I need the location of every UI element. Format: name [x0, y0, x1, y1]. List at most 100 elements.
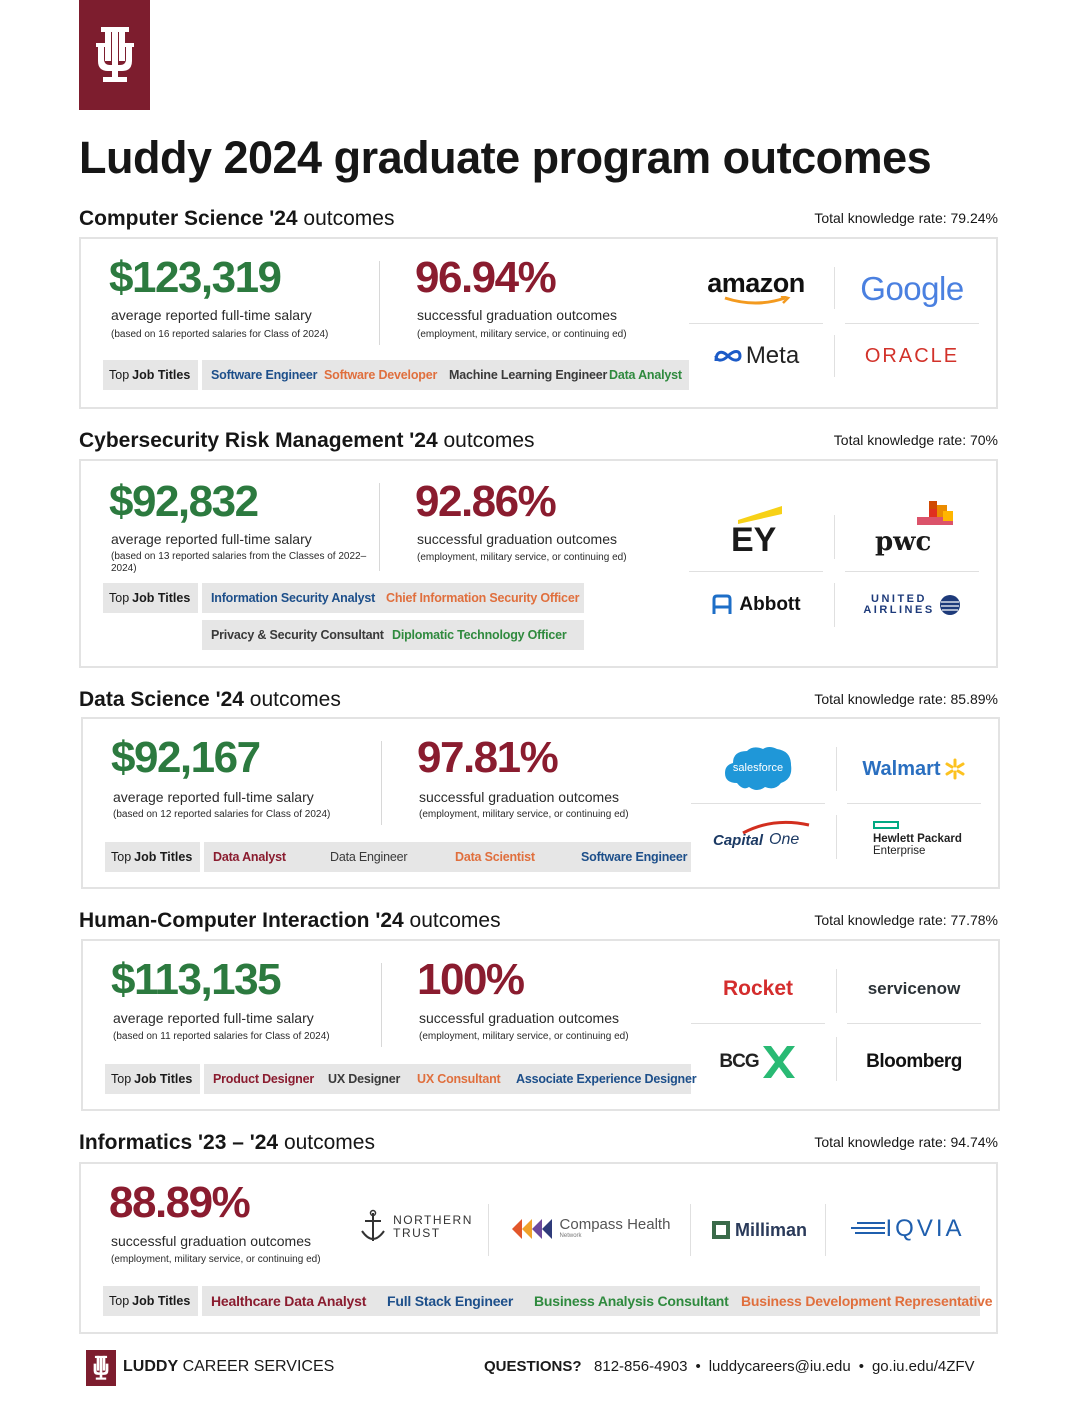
bcg-logo: BCG — [693, 1039, 823, 1085]
cs-job-titles: Software Engineer Software Developer Mac… — [202, 360, 689, 390]
job-title: Associate Experience Designer — [516, 1072, 697, 1086]
united-airlines-logo: UNITED AIRLINES — [845, 583, 979, 627]
inf-section-title: Informatics '23 – '24 outcomes — [79, 1131, 375, 1154]
cs-job-titles-label: Top Job Titles — [103, 360, 198, 390]
trident-icon — [95, 27, 134, 82]
footer-contact: QUESTIONS? 812-856-4903 • luddycareers@iu.… — [484, 1358, 975, 1375]
hci-rate-note: (employment, military service, or contin… — [419, 1031, 629, 1042]
cs-section-header: Computer Science '24 outcomes Total know… — [79, 207, 998, 231]
hci-logo-divider — [691, 1023, 825, 1024]
job-title: Information Security Analyst — [211, 591, 376, 605]
footer-url[interactable]: go.iu.edu/4ZFV — [871, 1358, 975, 1375]
ds-job-titles-label: Top Job Titles — [105, 842, 200, 872]
job-title: Chief Information Security Officer — [386, 591, 580, 605]
hci-rate-label: successful graduation outcomes — [419, 1010, 619, 1026]
hci-job-titles-label: Top Job Titles — [105, 1064, 200, 1094]
ds-rate-label: successful graduation outcomes — [419, 789, 619, 805]
job-title: UX Consultant — [417, 1072, 501, 1086]
job-title: Data Analyst — [213, 850, 286, 864]
meta-logo: Meta — [691, 335, 821, 377]
inf-job-titles: Healthcare Data Analyst Full Stack Engin… — [202, 1286, 993, 1316]
cs-rate: 96.94% — [415, 253, 557, 302]
milliman-logo: Milliman — [699, 1208, 819, 1252]
hci-rate: 100% — [417, 955, 525, 1004]
cs-card: $123,319 average reported full-time sala… — [79, 237, 998, 409]
crm-logo-divider — [834, 583, 835, 627]
bloomberg-logo: Bloomberg — [866, 1051, 962, 1072]
job-title: Diplomatic Technology Officer — [392, 628, 567, 642]
job-title: Software Engineer — [211, 368, 318, 382]
cs-divider — [379, 261, 380, 345]
iu-trident-logo — [79, 0, 150, 110]
crm-salary: $92,832 — [109, 477, 259, 526]
job-title: Full Stack Engineer — [387, 1293, 514, 1309]
abbott-logo: Abbott — [691, 583, 821, 627]
walmart-logo: Walmart — [847, 745, 981, 793]
crm-divider — [379, 483, 380, 571]
inf-card: 88.89% successful graduation outcomes (e… — [79, 1162, 998, 1334]
crm-rate-note: (employment, military service, or contin… — [417, 552, 627, 563]
cs-knowledge-rate: Total knowledge rate: 79.24% — [814, 210, 998, 226]
servicenow-logo: servicenow — [867, 979, 961, 998]
cs-salary: $123,319 — [109, 253, 282, 302]
job-title: Software Developer — [324, 368, 438, 382]
compass-health-logo: Compass Health Network — [497, 1204, 683, 1254]
crm-card: $92,832 average reported full-time salar… — [79, 459, 998, 668]
footer-iu-logo — [86, 1350, 116, 1386]
inf-rate: 88.89% — [109, 1178, 251, 1227]
ds-logo-divider — [691, 803, 825, 804]
ds-rate: 97.81% — [417, 733, 559, 782]
crm-salary-label: average reported full-time salary — [111, 531, 312, 547]
hci-logo-divider — [847, 1023, 981, 1024]
ds-section-title: Data Science '24 outcomes — [79, 688, 341, 711]
ds-salary-label: average reported full-time salary — [113, 789, 314, 805]
job-title: Data Analyst — [609, 368, 682, 382]
inf-rate-note: (employment, military service, or contin… — [111, 1254, 321, 1265]
job-title: Machine Learning Engineer — [449, 368, 608, 382]
job-title: Product Designer — [213, 1072, 314, 1086]
hci-section-header: Human-Computer Interaction '24 outcomes … — [79, 909, 998, 933]
hci-job-titles: Product Designer UX Designer UX Consulta… — [204, 1064, 697, 1094]
crm-salary-note: (based on 13 reported salaries from the … — [111, 551, 367, 574]
crm-knowledge-rate: Total knowledge rate: 70% — [833, 432, 998, 448]
inf-rate-label: successful graduation outcomes — [111, 1233, 311, 1249]
ds-salary-note: (based on 12 reported salaries for Class… — [113, 809, 331, 820]
ds-rate-note: (employment, military service, or contin… — [419, 809, 629, 820]
crm-section-header: Cybersecurity Risk Management '24 outcom… — [79, 429, 998, 453]
hci-card: $113,135 average reported full-time sala… — [81, 939, 1000, 1111]
crm-logo-divider — [689, 571, 823, 572]
hci-divider — [381, 963, 382, 1047]
cs-salary-label: average reported full-time salary — [111, 307, 312, 323]
abbott-icon — [712, 594, 732, 614]
walmart-spark-icon — [945, 758, 965, 780]
hci-section-title: Human-Computer Interaction '24 outcomes — [79, 909, 501, 932]
ds-logo-divider — [847, 803, 981, 804]
cs-logo-divider — [689, 323, 823, 324]
cs-rate-note: (employment, military service, or contin… — [417, 329, 627, 340]
job-title: Business Analysis Consultant — [534, 1293, 729, 1309]
hpe-logo: Hewlett Packard Enterprise — [847, 815, 981, 863]
ey-logo: EY — [691, 499, 821, 563]
milliman-square-icon — [711, 1221, 730, 1239]
northern-trust-logo: NORTHERN TRUST — [351, 1202, 481, 1252]
crm-logo-divider — [845, 571, 979, 572]
meta-infinity-icon — [714, 350, 742, 362]
crm-logo-divider — [834, 515, 835, 559]
pwc-logo: pwc — [845, 499, 979, 563]
hpe-rectangle-icon — [873, 821, 899, 829]
footer-phone[interactable]: 812-856-4903 — [594, 1358, 688, 1375]
capital-one-logo: Capital One — [693, 815, 823, 859]
google-logo: Google — [860, 270, 964, 307]
job-title: UX Designer — [328, 1072, 401, 1086]
ds-knowledge-rate: Total knowledge rate: 85.89% — [814, 691, 998, 707]
footer-brand: LUDDY CAREER SERVICES — [123, 1358, 335, 1375]
job-title: Healthcare Data Analyst — [211, 1293, 367, 1309]
hci-salary-note: (based on 11 reported salaries for Class… — [113, 1031, 330, 1042]
hci-salary-label: average reported full-time salary — [113, 1010, 314, 1026]
northern-trust-anchor-icon — [361, 1209, 385, 1241]
ds-card: $92,167 average reported full-time salar… — [81, 717, 1000, 889]
ds-logo-divider — [836, 747, 837, 791]
crm-job-titles-row2: Privacy & Security Consultant Diplomatic… — [202, 620, 584, 650]
job-title: Data Engineer — [330, 850, 408, 864]
footer-email[interactable]: luddycareers@iu.edu — [708, 1358, 851, 1375]
